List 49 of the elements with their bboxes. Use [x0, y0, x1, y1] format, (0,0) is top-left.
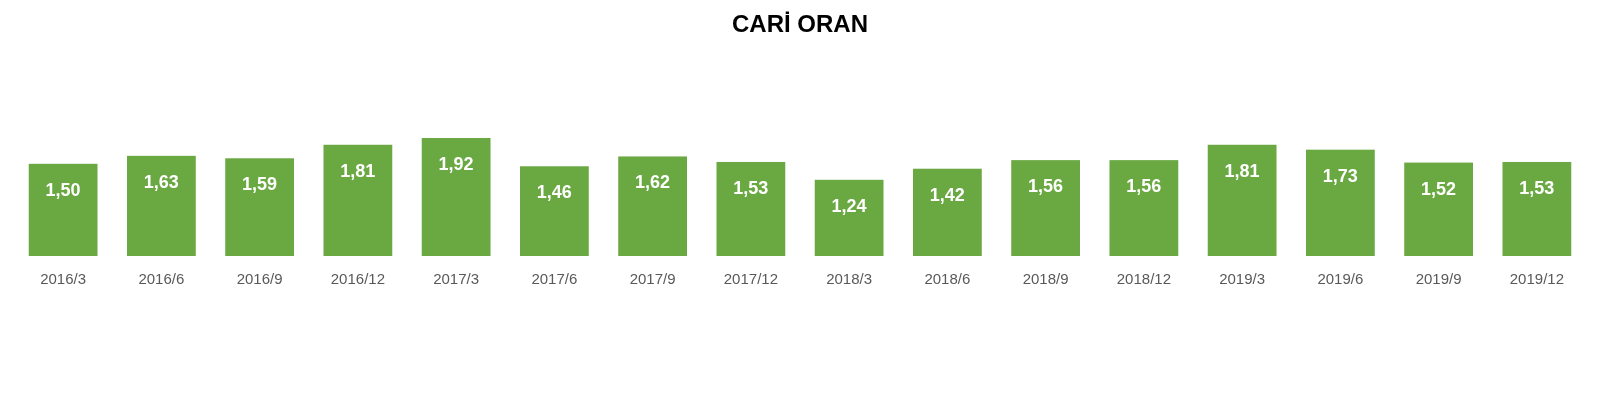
data-label: 1,24 [831, 195, 867, 216]
x-tick-label: 2018/9 [1022, 269, 1069, 287]
chart-title: CARİ ORAN [732, 10, 868, 37]
x-tick-label: 2017/9 [629, 269, 676, 287]
data-label: 1,46 [536, 182, 572, 203]
data-label: 1,92 [438, 154, 474, 174]
bar [1305, 149, 1375, 256]
bar [1207, 144, 1277, 256]
data-label: 1,53 [1519, 177, 1555, 198]
data-label: 1,56 [1126, 176, 1162, 197]
bar [716, 161, 786, 256]
bar [323, 144, 393, 256]
x-tick-label: 2018/3 [826, 269, 873, 287]
x-tick-label: 2016/3 [40, 269, 87, 287]
x-tick-label: 2019/12 [1509, 269, 1564, 287]
x-tick-label: 2016/9 [236, 269, 283, 287]
x-tick-label: 2019/3 [1219, 269, 1266, 287]
data-label: 1,81 [1224, 160, 1260, 181]
data-label: 1,53 [733, 177, 769, 198]
x-tick-label: 2016/6 [138, 269, 185, 287]
data-label: 1,63 [143, 171, 179, 192]
data-label: 1,52 [1421, 178, 1457, 199]
bar [28, 163, 98, 256]
bar [1109, 160, 1179, 256]
bar [421, 138, 491, 256]
data-label: 1,59 [242, 174, 278, 195]
x-tick-label: 2017/3 [433, 269, 480, 287]
x-tick-label: 2016/12 [330, 269, 385, 287]
x-tick-label: 2017/6 [531, 269, 578, 287]
data-label: 1,62 [635, 172, 671, 193]
x-tick-label: 2019/9 [1415, 269, 1462, 287]
bar [1404, 162, 1474, 256]
bar [225, 158, 295, 256]
bar [126, 155, 196, 256]
x-tick-label: 2019/6 [1317, 269, 1364, 287]
bar [814, 179, 884, 256]
bar [618, 156, 688, 256]
x-tick-label: 2017/12 [723, 269, 778, 287]
bar [1502, 161, 1572, 256]
data-label: 1,42 [929, 184, 965, 205]
data-label: 1,56 [1028, 176, 1064, 197]
data-label: 1,50 [45, 179, 81, 200]
x-tick-label: 2018/12 [1116, 269, 1171, 287]
x-tick-label: 2018/6 [924, 269, 971, 287]
bar [1011, 160, 1081, 256]
bar [519, 166, 589, 256]
data-label: 1,73 [1322, 165, 1358, 186]
data-label: 1,81 [340, 160, 376, 181]
bar [912, 168, 982, 256]
